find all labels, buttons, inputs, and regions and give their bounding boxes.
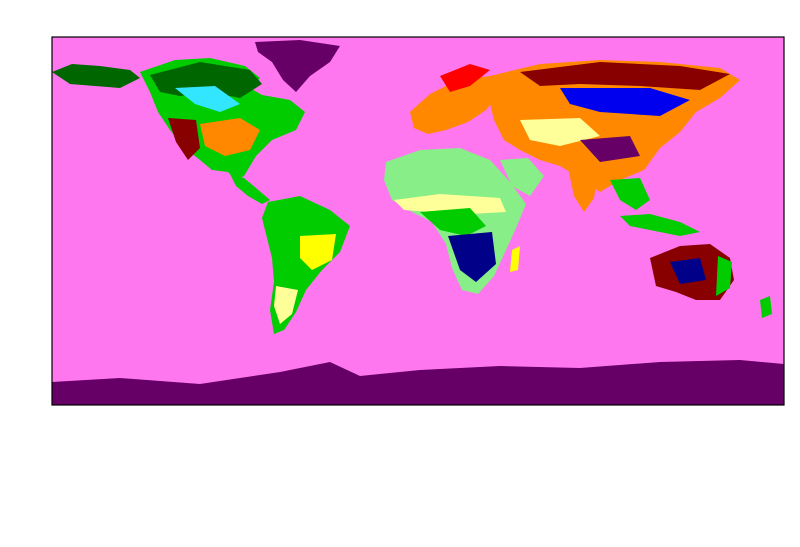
central-asia-grass (520, 118, 600, 146)
indonesia (620, 214, 700, 236)
canada-shrub (175, 86, 240, 112)
siberia-tundra (520, 62, 730, 90)
se-asia (610, 178, 650, 210)
aus-desert (670, 258, 706, 284)
map-frame (51, 36, 785, 406)
aus-east-forest (716, 256, 732, 296)
arabia (500, 158, 544, 196)
india (568, 168, 598, 212)
antarctica (52, 360, 784, 405)
new-zealand (760, 296, 772, 318)
siberia-forest (560, 88, 690, 116)
sa-south-grass (274, 286, 298, 324)
alaska (52, 64, 140, 88)
europe (410, 76, 500, 134)
us-crops (200, 118, 260, 156)
tibet (580, 136, 640, 162)
sa-savanna (300, 234, 336, 270)
madagascar (510, 246, 520, 272)
africa-savanna (448, 232, 496, 282)
scandinavia (440, 64, 490, 92)
us-west-shrub (168, 118, 200, 160)
land-masses (52, 40, 784, 405)
central-america (230, 174, 270, 204)
congo-forest (420, 208, 486, 236)
greenland (255, 40, 340, 92)
asia (488, 60, 740, 192)
sahel (394, 194, 506, 214)
